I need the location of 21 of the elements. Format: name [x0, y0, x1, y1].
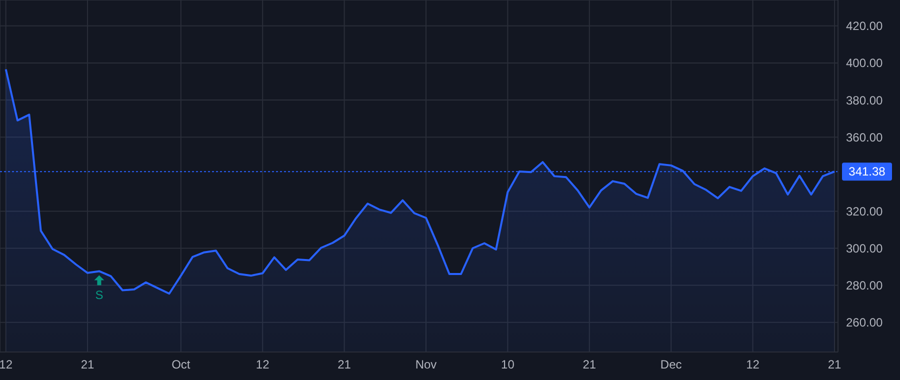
- x-tick-label: 21: [338, 358, 352, 372]
- y-tick-label: 300.00: [846, 242, 884, 256]
- y-tick-label: 380.00: [846, 93, 884, 108]
- x-tick-label: 12: [746, 358, 760, 372]
- x-tick-label: 12: [0, 358, 13, 372]
- y-tick-label: 320.00: [846, 204, 884, 218]
- y-tick-label: 400.00: [846, 56, 884, 70]
- x-tick-label: Dec: [660, 358, 682, 372]
- x-tick-label: 21: [828, 358, 842, 372]
- x-tick-label: 21: [582, 358, 596, 372]
- x-tick-label: 21: [80, 358, 95, 372]
- y-tick-label: 280.00: [846, 278, 884, 293]
- y-tick-label: 360.00: [846, 130, 884, 144]
- x-tick-label: Oct: [172, 358, 191, 372]
- x-tick-label: 10: [501, 358, 515, 372]
- x-tick-label: Nov: [415, 358, 437, 372]
- x-tick-label: 12: [256, 358, 270, 372]
- y-tick-label: 260.00: [846, 316, 884, 330]
- annotation: S: [95, 288, 104, 302]
- ref-line-label: 341.38: [848, 164, 886, 179]
- y-tick-label: 420.00: [846, 19, 884, 34]
